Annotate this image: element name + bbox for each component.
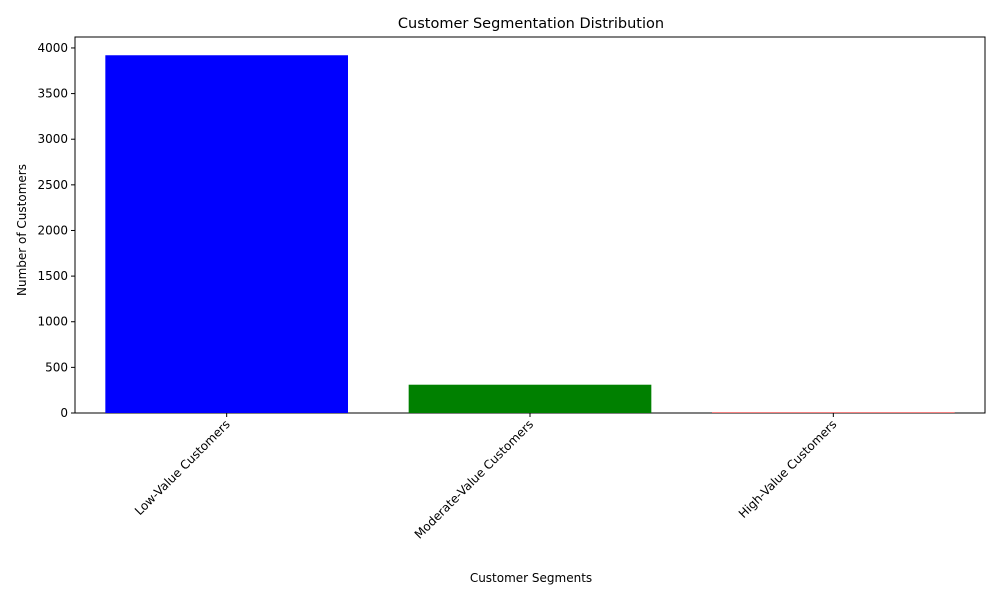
x-axis-title: Customer Segments	[470, 571, 592, 585]
y-tick-label: 3000	[37, 132, 68, 146]
y-tick-label: 4000	[37, 41, 68, 55]
x-tick-label: High-Value Customers	[736, 417, 840, 521]
y-tick-label: 500	[45, 360, 68, 374]
bars-group	[105, 55, 954, 413]
chart-title: Customer Segmentation Distribution	[398, 16, 664, 32]
y-axis: 0 500 1000 1500 2000 2500 3000 3500 4000	[37, 41, 75, 420]
x-tick-label: Low-Value Customers	[132, 417, 233, 518]
x-tick-label: Moderate-Value Customers	[412, 417, 536, 541]
y-tick-label: 1000	[37, 315, 68, 329]
y-tick-label: 2000	[37, 223, 68, 237]
y-tick-label: 3500	[37, 87, 68, 101]
y-tick-label: 0	[60, 406, 68, 420]
y-axis-title: Number of Customers	[15, 164, 29, 296]
y-tick-label: 1500	[37, 269, 68, 283]
bar-1	[105, 55, 348, 413]
y-tick-label: 2500	[37, 178, 68, 192]
x-axis: Low-Value Customers Moderate-Value Custom…	[132, 413, 839, 542]
bar-2	[409, 385, 652, 413]
